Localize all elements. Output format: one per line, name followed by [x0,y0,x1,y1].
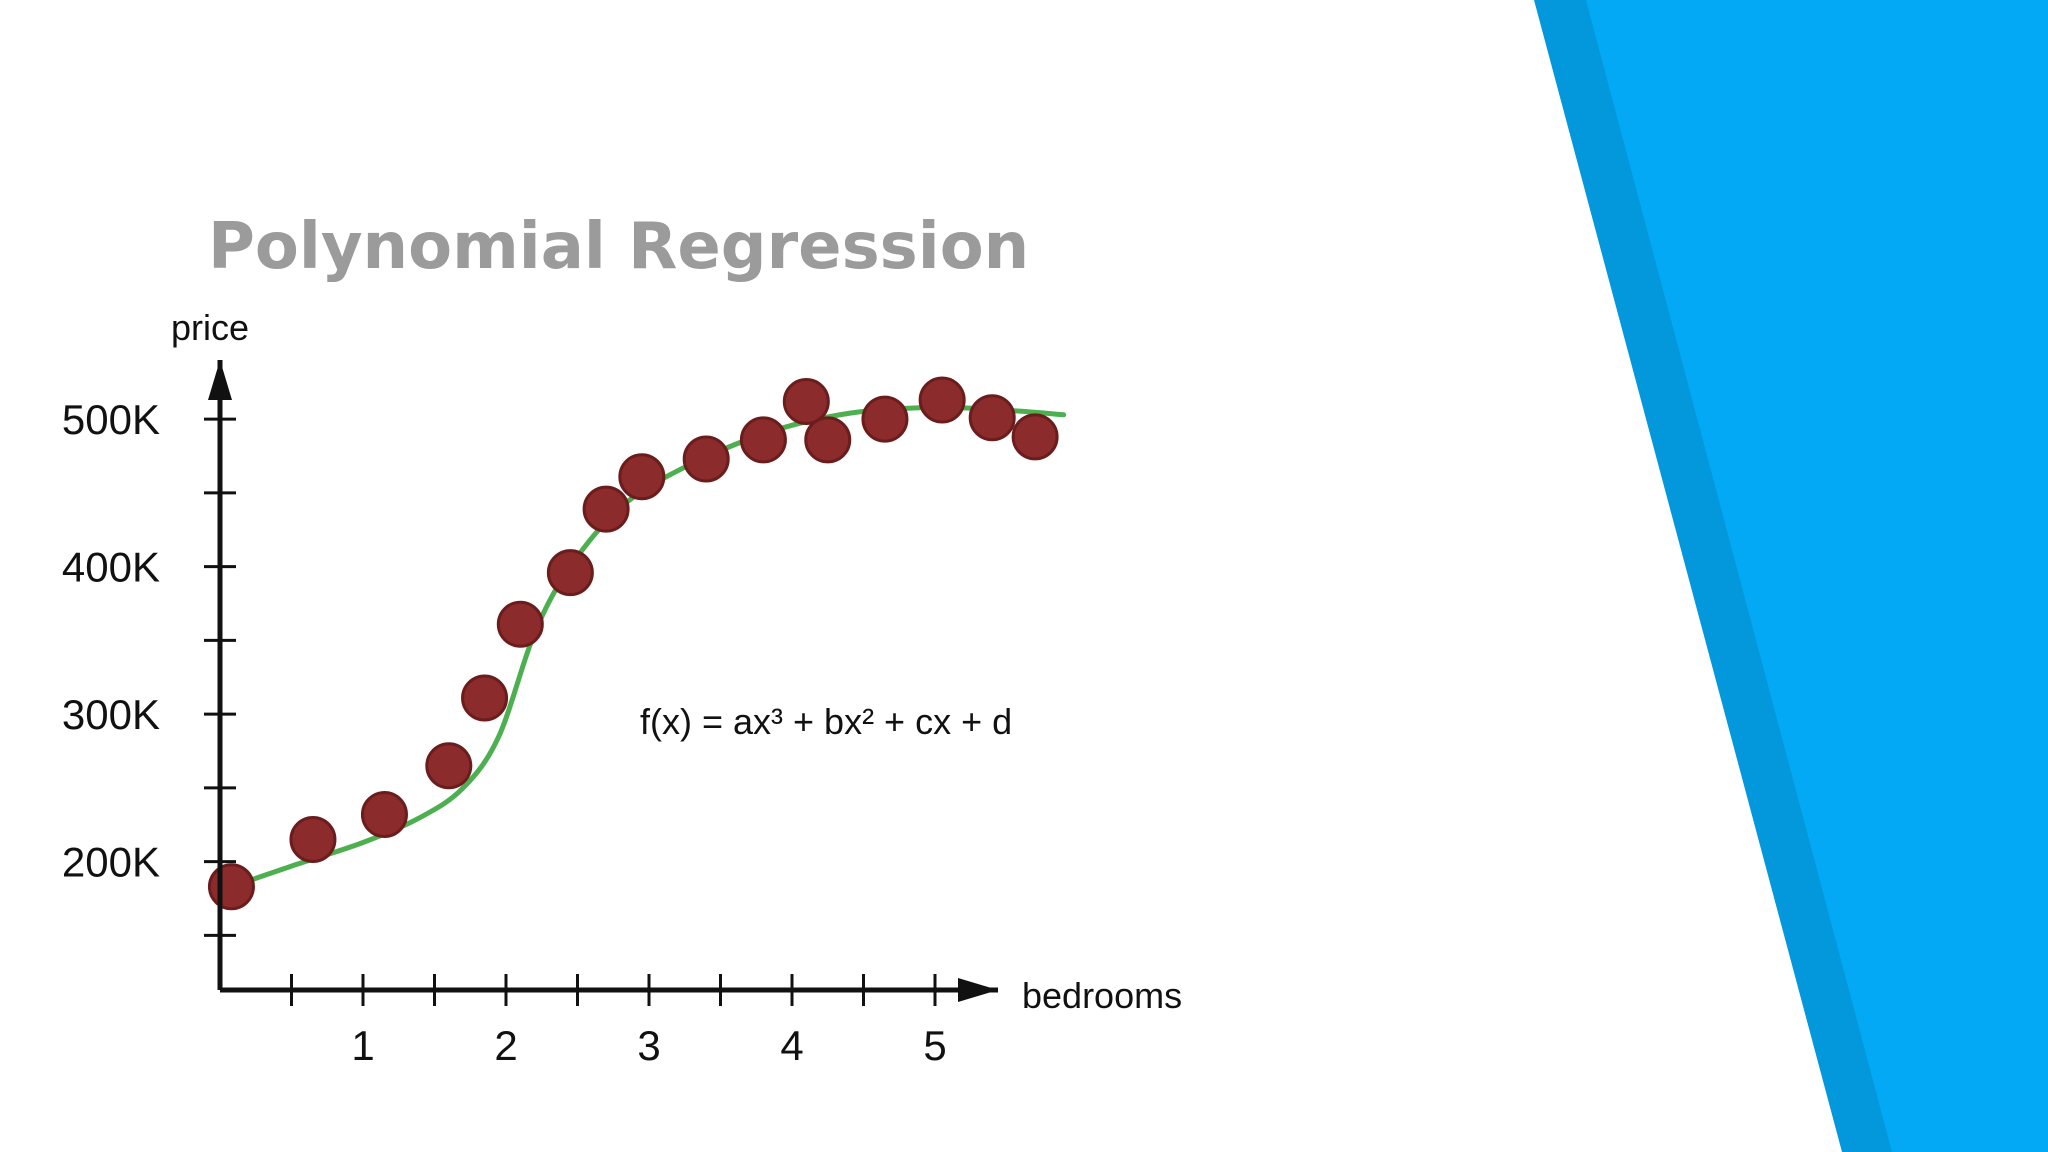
x-ticks: 1 2 3 4 5 [290,974,947,1069]
data-points [207,376,1059,911]
data-point [739,416,787,464]
x-tick-label: 1 [351,1022,374,1069]
data-point [1011,413,1059,461]
data-point [461,674,509,722]
x-tick-label: 5 [923,1022,946,1069]
data-point [425,742,473,790]
accent-band-light [1586,0,2048,1152]
data-point [682,435,730,483]
fit-formula: f(x) = ax³ + bx² + cx + d [640,701,1012,742]
data-point [782,377,830,425]
data-point [546,549,594,597]
data-point [968,394,1016,442]
x-tick-label: 3 [637,1022,660,1069]
y-tick-label: 300K [62,691,160,738]
slide-title: Polynomial Regression [208,210,1030,284]
data-point [582,485,630,533]
axes: 1 2 3 4 5 200K 300K 400K 500K [62,360,998,1069]
y-tick-label: 400K [62,544,160,591]
data-point [618,453,666,501]
data-point [207,863,255,911]
x-tick-label: 2 [494,1022,517,1069]
data-point [360,790,408,838]
data-point [918,376,966,424]
x-axis-label: bedrooms [1022,975,1182,1016]
x-tick-label: 4 [780,1022,803,1069]
data-point [496,600,544,648]
data-point [289,816,337,864]
y-ticks: 200K 300K 400K 500K [62,396,236,937]
y-tick-label: 200K [62,839,160,886]
data-point [804,416,852,464]
y-axis-label: price [171,307,249,348]
y-tick-label: 500K [62,396,160,443]
data-point [861,395,909,443]
